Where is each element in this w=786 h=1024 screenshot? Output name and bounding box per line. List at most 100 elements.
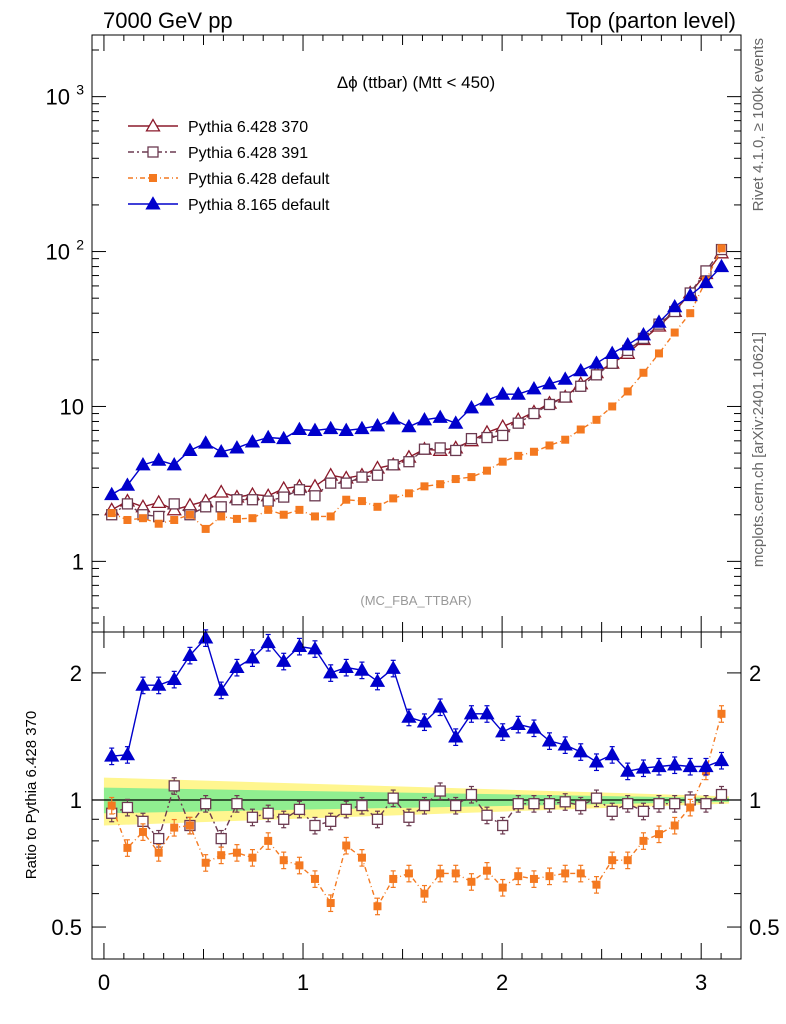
main-point (309, 490, 321, 502)
legend-marker (147, 146, 159, 158)
ratio-point (185, 821, 194, 830)
main-point (291, 421, 308, 436)
ratio-point (231, 798, 243, 810)
ratio-point (153, 832, 165, 845)
legend-entry-pythia-6-428-default: Pythia 6.428 default (128, 171, 330, 188)
main-point (229, 440, 245, 454)
ratio-point (651, 758, 667, 773)
main-point (465, 432, 478, 445)
ratio-point (229, 659, 245, 674)
main-series-pythia-6-428-default (107, 244, 726, 533)
main-point (293, 484, 306, 496)
ratio-point (309, 819, 321, 832)
ratio-point (123, 843, 132, 852)
legend-marker (145, 118, 161, 132)
main-line-pythia-6-428-370 (111, 252, 723, 511)
main-point (576, 425, 585, 434)
main-point (262, 495, 274, 507)
ratio-point (342, 841, 351, 850)
ratio-point (448, 729, 464, 743)
main-point (686, 309, 695, 318)
ratio-point (451, 869, 460, 878)
ratio-x-tick-label: 0 (98, 970, 110, 995)
main-point (450, 444, 462, 457)
ratio-point (495, 724, 511, 738)
ratio-point (104, 748, 120, 762)
ratio-point (357, 853, 366, 862)
main-point (217, 512, 226, 521)
main-point (248, 514, 257, 523)
ratio-point (700, 798, 712, 810)
ratio-point (465, 788, 478, 801)
ratio-point (385, 660, 401, 674)
main-line-pythia-8-165-default (111, 266, 723, 496)
main-point (307, 422, 323, 436)
main-point (561, 435, 570, 444)
main-point (573, 362, 589, 377)
ratio-point (246, 811, 259, 823)
ratio-point (561, 869, 570, 878)
ratio-point (479, 706, 495, 720)
ratio-point (198, 630, 214, 644)
ratio-point (276, 653, 292, 667)
ratio-point (669, 798, 681, 810)
ratio-point (639, 836, 648, 845)
ratio-point (323, 665, 339, 679)
main-point (123, 515, 132, 524)
ratio-point (182, 647, 198, 661)
main-y-tick-label: 1 (72, 549, 84, 574)
ratio-point (200, 798, 212, 810)
main-point (231, 494, 243, 506)
ratio-point (541, 733, 558, 747)
ratio-point (545, 872, 554, 881)
legend-marker (149, 174, 157, 182)
ratio-point (450, 799, 462, 812)
main-point (185, 510, 194, 519)
ratio-point (482, 866, 491, 875)
main-point (416, 412, 433, 426)
main-point (651, 314, 667, 328)
ratio-point (463, 706, 480, 720)
ratio-point (698, 758, 714, 773)
main-point (434, 442, 446, 454)
main-point (512, 417, 524, 429)
ratio-y-axis-label: Ratio to Pythia 6.428 370 (23, 711, 40, 879)
ratio-point (715, 788, 728, 801)
main-point (323, 420, 339, 435)
main-point (295, 505, 304, 514)
ratio-point (264, 836, 273, 845)
main-point (338, 422, 354, 436)
main-point (608, 402, 617, 411)
ratio-point (623, 856, 632, 865)
main-point (467, 473, 476, 482)
main-point (635, 327, 652, 341)
legend-marker (145, 196, 161, 210)
main-point (138, 514, 147, 523)
ratio-point (326, 899, 335, 908)
ratio-point (575, 799, 587, 812)
ratio-point (416, 714, 433, 728)
main-point (135, 457, 151, 471)
main-point (278, 491, 290, 503)
ratio-point (389, 874, 398, 883)
ratio-point (498, 883, 507, 892)
main-point (104, 486, 120, 501)
legend-entry-pythia-8-165-default: Pythia 8.165 default (128, 196, 330, 214)
ratio-point (622, 798, 634, 810)
ratio-point (244, 650, 261, 664)
main-point (479, 392, 495, 406)
ratio-point (293, 803, 306, 816)
ratio-point (654, 830, 663, 839)
ratio-point (151, 677, 167, 691)
ratio-point (387, 792, 399, 804)
ratio-point (608, 856, 617, 865)
ratio-point (436, 869, 445, 878)
main-point (387, 459, 399, 471)
main-point (481, 431, 493, 444)
main-point (151, 494, 167, 508)
main-point (670, 328, 679, 337)
legend-label: Pythia 6.428 370 (188, 119, 308, 136)
main-point (436, 480, 445, 489)
main-point (151, 452, 167, 466)
